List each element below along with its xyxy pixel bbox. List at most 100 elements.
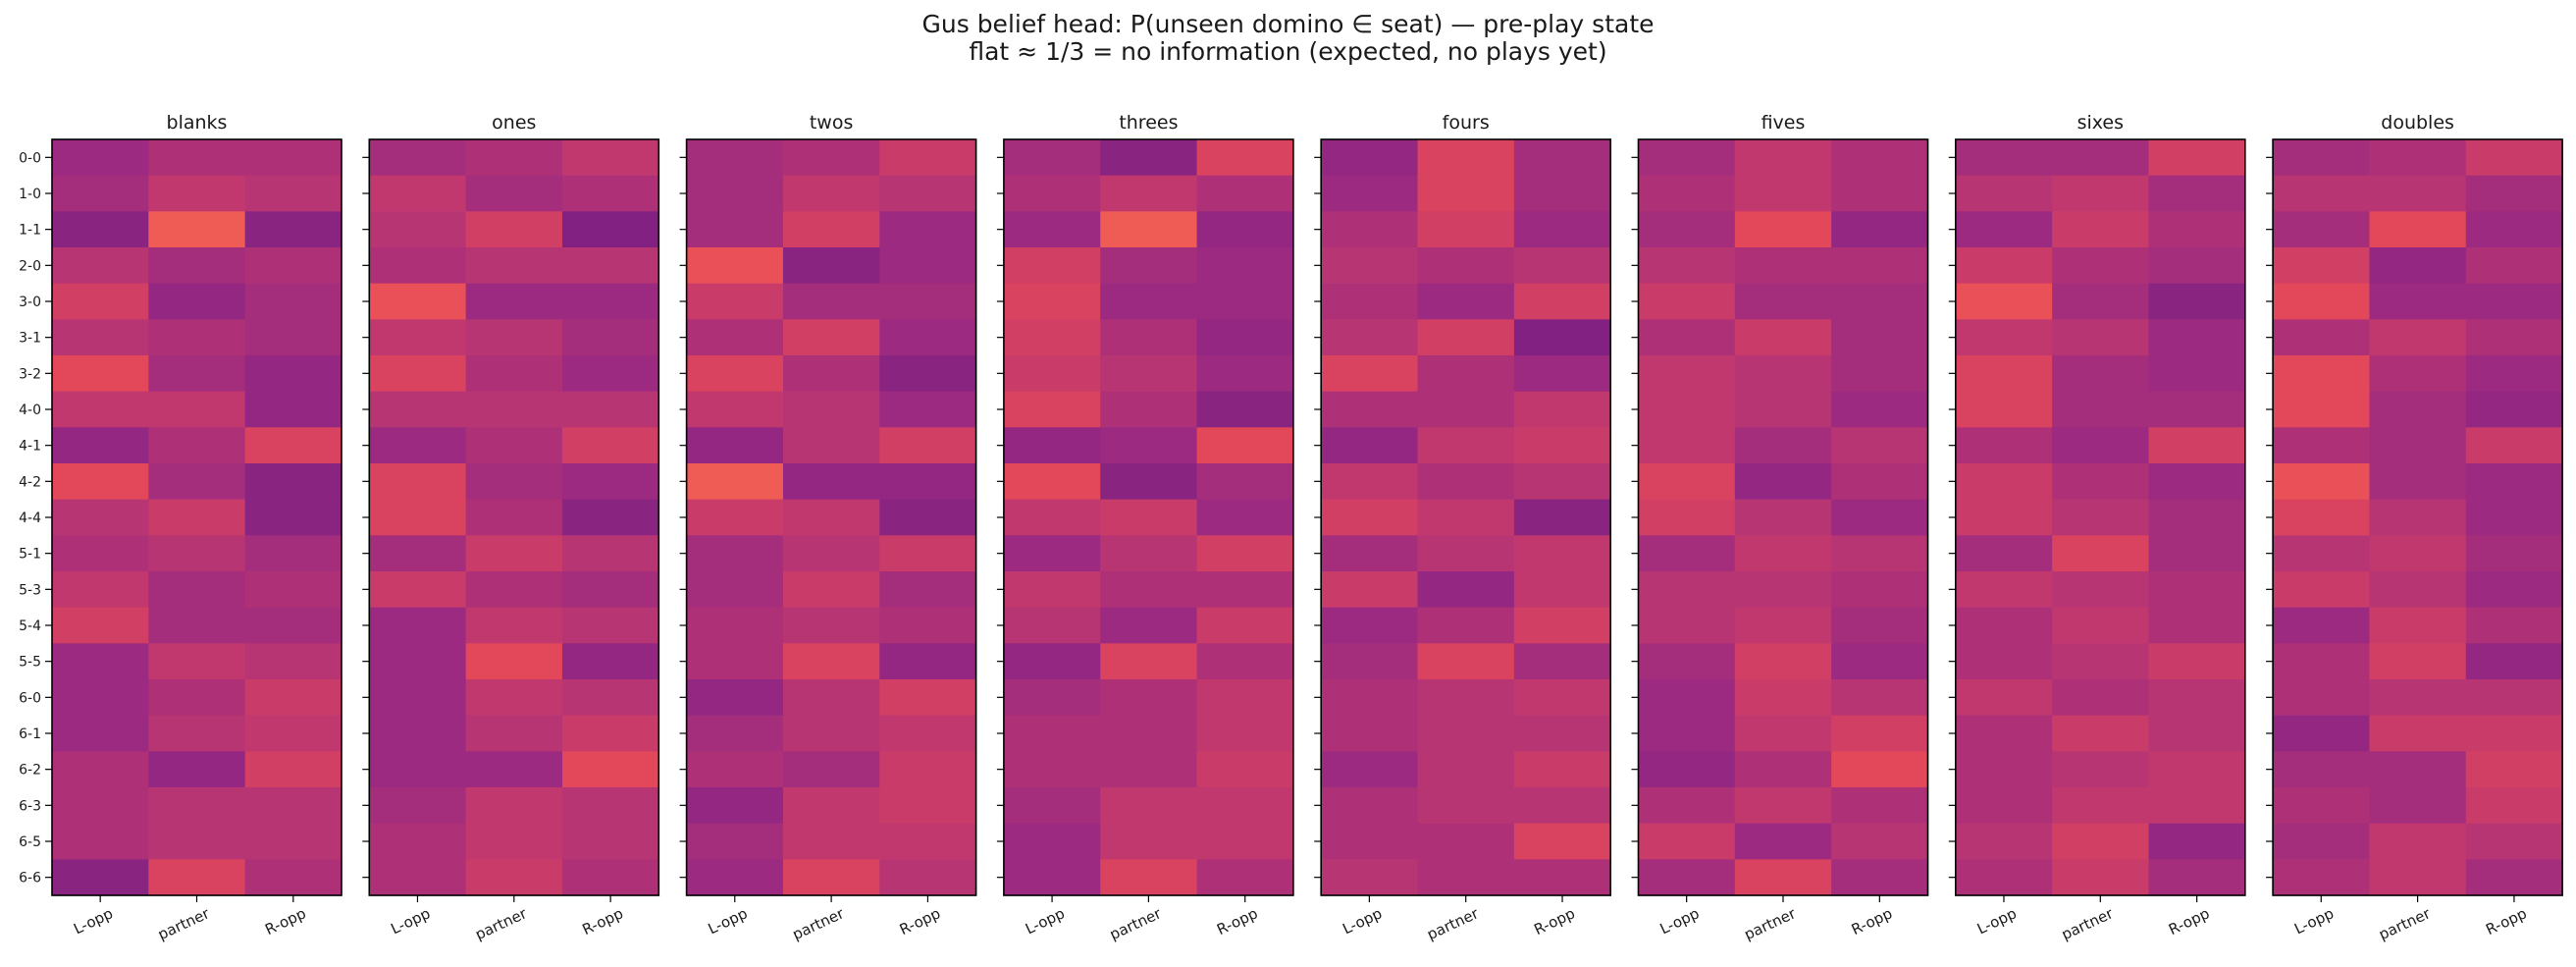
cell-sixes-6-5-R-opp [2148,823,2246,860]
cell-ones-5-1-L-opp [369,535,467,572]
cell-ones-6-1-L-opp [369,715,467,752]
cell-sixes-6-1-partner [2052,715,2150,752]
y-tick-label: 6-0 [19,690,41,706]
cell-ones-1-0-partner [465,175,563,212]
cell-threes-4-2-L-opp [1003,463,1101,501]
cell-threes-6-0-partner [1100,679,1198,717]
cell-fours-5-3-partner [1417,571,1515,609]
cell-fours-5-5-R-opp [1513,643,1611,680]
x-tick-label: L-opp [1974,904,2020,938]
cell-twos-1-1-L-opp [686,211,784,248]
cell-fours-3-0-partner [1417,283,1515,320]
cell-sixes-6-2-R-opp [2148,751,2246,788]
cell-fives-2-0-partner [1734,247,1832,285]
cell-doubles-3-0-L-opp [2273,283,2371,320]
x-tick-label: R-opp [1531,904,1577,939]
cell-fours-4-1-R-opp [1513,427,1611,464]
cell-threes-2-0-partner [1100,247,1198,285]
cell-twos-1-1-R-opp [879,211,977,248]
cell-blanks-1-1-L-opp [52,211,149,248]
cell-twos-6-1-partner [782,715,880,752]
cell-doubles-3-2-L-opp [2273,355,2371,393]
cell-blanks-4-1-L-opp [52,427,149,464]
cell-fours-6-0-L-opp [1321,679,1419,717]
cell-fours-6-3-L-opp [1321,787,1419,825]
cell-fours-2-0-L-opp [1321,247,1419,285]
figure-title: Gus belief head: P(unseen domino ∈ seat)… [921,10,1655,38]
cell-sixes-3-0-R-opp [2148,283,2246,320]
cell-sixes-4-0-partner [2052,391,2150,428]
cell-sixes-6-6-R-opp [2148,859,2246,896]
cell-twos-5-3-R-opp [879,571,977,609]
cell-ones-5-5-partner [465,643,563,680]
cell-threes-3-1-R-opp [1196,319,1294,356]
cell-threes-4-2-partner [1100,463,1198,501]
cell-sixes-4-1-R-opp [2148,427,2246,464]
cell-fives-6-1-L-opp [1638,715,1736,752]
cell-twos-1-0-L-opp [686,175,784,212]
cell-twos-4-0-L-opp [686,391,784,428]
cell-twos-2-0-R-opp [879,247,977,285]
cell-twos-6-5-partner [782,823,880,860]
cell-fives-3-1-L-opp [1638,319,1736,356]
cell-threes-1-0-R-opp [1196,175,1294,212]
cell-threes-6-1-R-opp [1196,715,1294,752]
cell-ones-4-0-L-opp [369,391,467,428]
panel-doubles: doubles L-opp partner R-opp [2266,112,2563,943]
cell-fours-3-2-partner [1417,355,1515,393]
cell-doubles-6-5-R-opp [2465,823,2563,860]
cell-fives-4-4-L-opp [1638,499,1736,536]
cell-sixes-6-5-L-opp [1955,823,2053,860]
cell-ones-2-0-R-opp [561,247,659,285]
cell-twos-2-0-partner [782,247,880,285]
cell-twos-4-4-L-opp [686,499,784,536]
y-tick-label: 6-2 [19,763,41,779]
cell-ones-6-5-partner [465,823,563,860]
cell-blanks-6-3-partner [148,787,246,825]
cell-ones-5-4-R-opp [561,607,659,644]
cell-sixes-1-0-L-opp [1955,175,2053,212]
cell-doubles-6-5-L-opp [2273,823,2371,860]
cell-doubles-4-4-L-opp [2273,499,2371,536]
cell-blanks-6-1-L-opp [52,715,149,752]
cell-threes-6-3-R-opp [1196,787,1294,825]
cell-twos-5-4-R-opp [879,607,977,644]
cell-fives-4-2-R-opp [1831,463,1929,501]
cell-threes-6-3-L-opp [1003,787,1101,825]
cell-doubles-3-2-R-opp [2465,355,2563,393]
cell-blanks-1-1-R-opp [244,211,342,248]
cell-sixes-6-0-R-opp [2148,679,2246,717]
cell-sixes-1-1-R-opp [2148,211,2246,248]
cell-ones-5-4-L-opp [369,607,467,644]
cell-doubles-3-1-partner [2369,319,2467,356]
cell-doubles-1-1-R-opp [2465,211,2563,248]
cell-ones-6-6-L-opp [369,859,467,896]
x-tick-label: R-opp [1849,904,1895,939]
cell-ones-5-4-partner [465,607,563,644]
cell-doubles-5-4-partner [2369,607,2467,644]
y-tick-label: 5-4 [19,618,41,634]
cell-sixes-4-1-partner [2052,427,2150,464]
cell-fours-4-2-R-opp [1513,463,1611,501]
cell-threes-1-0-partner [1100,175,1198,212]
cell-fives-6-6-R-opp [1831,859,1929,896]
cell-threes-4-1-partner [1100,427,1198,464]
cell-sixes-3-1-R-opp [2148,319,2246,356]
panel-sixes: sixes L-opp partner R-opp [1948,112,2246,943]
cell-twos-4-1-R-opp [879,427,977,464]
cell-blanks-6-1-R-opp [244,715,342,752]
cell-ones-0-0-L-opp [369,139,467,177]
cell-sixes-6-3-R-opp [2148,787,2246,825]
cell-threes-6-5-L-opp [1003,823,1101,860]
x-tick-label: L-opp [706,904,751,938]
cell-fives-6-3-R-opp [1831,787,1929,825]
cell-fours-5-4-partner [1417,607,1515,644]
cell-threes-3-0-partner [1100,283,1198,320]
cell-doubles-4-1-R-opp [2465,427,2563,464]
cell-blanks-3-0-L-opp [52,283,149,320]
cell-threes-5-4-L-opp [1003,607,1101,644]
cell-sixes-1-0-R-opp [2148,175,2246,212]
cell-doubles-1-0-partner [2369,175,2467,212]
cell-fives-6-6-L-opp [1638,859,1736,896]
cell-fours-5-3-R-opp [1513,571,1611,609]
